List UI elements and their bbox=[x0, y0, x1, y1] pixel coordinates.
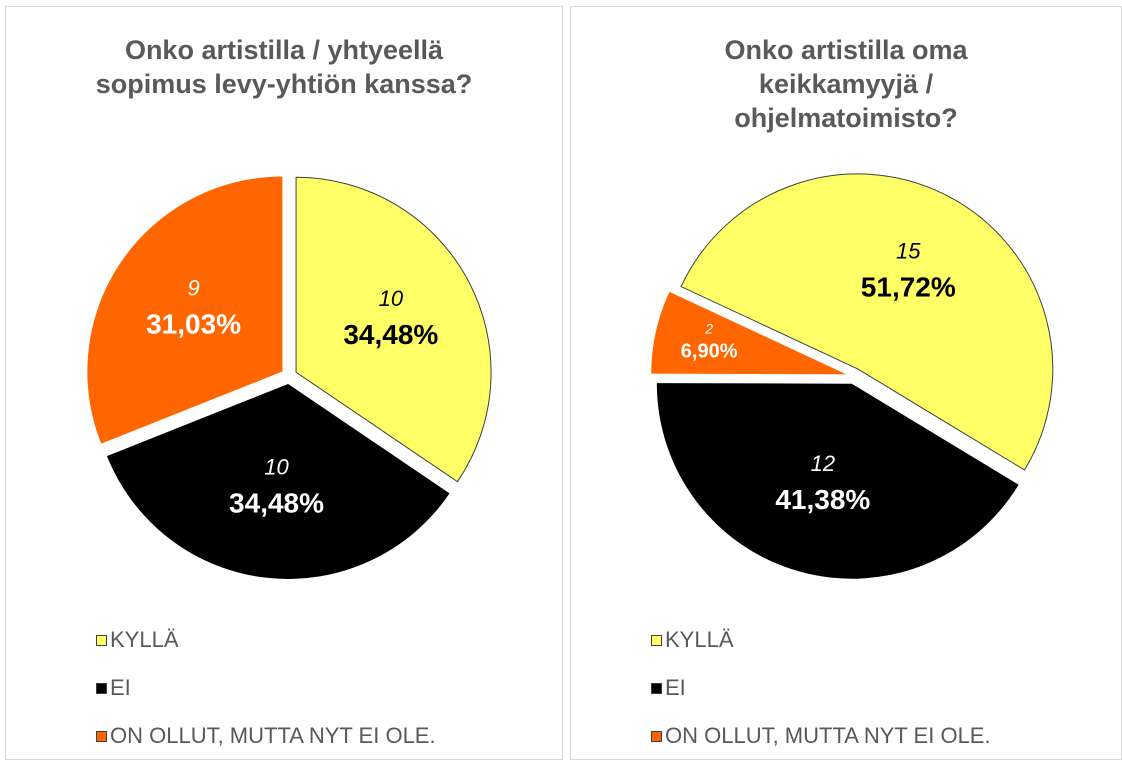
pie-slice bbox=[651, 291, 847, 375]
data-label-count: 15 bbox=[896, 238, 921, 263]
data-label-percent: 31,03% bbox=[146, 308, 241, 339]
legend-label: ON OLLUT, MUTTA NYT EI OLE. bbox=[665, 723, 991, 748]
data-label-count: 10 bbox=[379, 286, 404, 311]
data-label-percent: 51,72% bbox=[861, 271, 956, 302]
chart-panel: Onko artistilla / yhtyeellä sopimus levy… bbox=[5, 6, 563, 760]
pie-slice bbox=[106, 383, 450, 579]
data-label-count: 2 bbox=[704, 321, 713, 337]
data-label-count: 10 bbox=[264, 455, 289, 480]
legend-swatch bbox=[651, 682, 662, 694]
legend-entry: EI bbox=[96, 675, 131, 701]
legend-label: EI bbox=[665, 675, 686, 700]
pie-slice bbox=[87, 176, 283, 444]
legend-swatch bbox=[96, 634, 107, 646]
chart-title: Onko artistilla oma keikkamyyjä / ohjelm… bbox=[724, 35, 968, 133]
legend-entry: ON OLLUT, MUTTA NYT EI OLE. bbox=[651, 723, 991, 749]
legend-label: KYLLÄ bbox=[665, 627, 734, 652]
legend-label: EI bbox=[110, 675, 131, 700]
legend-entry: KYLLÄ bbox=[96, 627, 179, 653]
legend-swatch bbox=[96, 682, 107, 694]
pie-chart: 10 34,48% 10 34,48% 9 31,03% bbox=[87, 176, 492, 579]
data-label-count: 9 bbox=[187, 275, 199, 300]
legend-swatch bbox=[651, 730, 662, 742]
legend-entry: ON OLLUT, MUTTA NYT EI OLE. bbox=[96, 723, 436, 749]
data-label-percent: 34,48% bbox=[343, 319, 438, 350]
data-label-percent: 34,48% bbox=[229, 488, 324, 519]
pie-chart: 15 51,72% 12 41,38% 2 6,90% bbox=[651, 173, 1054, 579]
pie-slice bbox=[680, 173, 1054, 471]
legend-entry: KYLLÄ bbox=[651, 627, 734, 653]
legend-label: ON OLLUT, MUTTA NYT EI OLE. bbox=[110, 723, 436, 748]
legend-label: KYLLÄ bbox=[110, 627, 179, 652]
data-label-count: 12 bbox=[811, 451, 835, 476]
data-label-percent: 6,90% bbox=[681, 341, 738, 363]
pie-slice bbox=[295, 176, 492, 483]
data-label-percent: 41,38% bbox=[775, 484, 870, 515]
legend-swatch bbox=[651, 634, 662, 646]
chart-title: Onko artistilla / yhtyeellä sopimus levy… bbox=[95, 35, 473, 99]
legend-swatch bbox=[96, 730, 107, 742]
legend-entry: EI bbox=[651, 675, 686, 701]
pie-slice bbox=[656, 383, 1019, 579]
chart-panel: Onko artistilla oma keikkamyyjä / ohjelm… bbox=[570, 6, 1122, 760]
